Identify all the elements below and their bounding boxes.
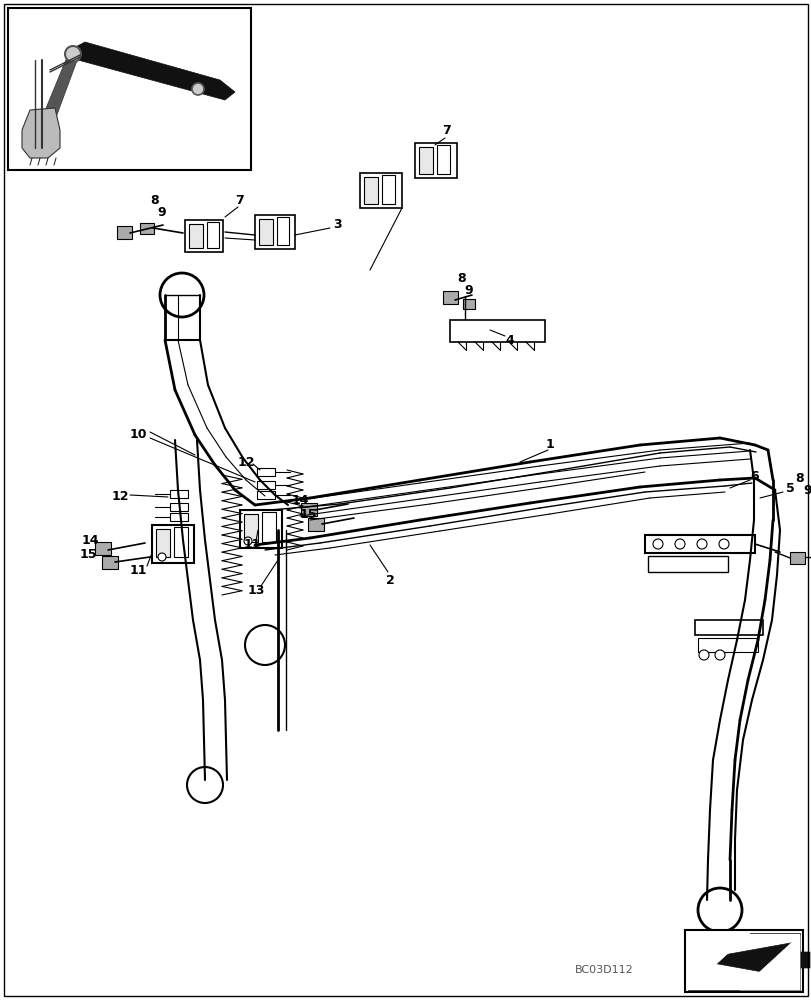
Bar (694, 620, 762, 635)
Bar (169, 513, 188, 521)
Polygon shape (739, 935, 799, 990)
Bar (185, 220, 223, 252)
Text: 9: 9 (464, 284, 473, 296)
Bar (189, 224, 203, 248)
Text: 12: 12 (111, 490, 129, 504)
Bar (462, 299, 474, 309)
Bar (243, 514, 258, 542)
Circle shape (697, 888, 741, 932)
Text: BC03D112: BC03D112 (574, 965, 633, 975)
Polygon shape (695, 942, 809, 978)
Text: 12: 12 (237, 456, 255, 468)
Bar (697, 638, 757, 652)
Bar (363, 177, 378, 204)
Bar (174, 527, 188, 557)
Bar (169, 490, 188, 498)
Text: 11: 11 (129, 564, 147, 576)
Bar (647, 556, 727, 572)
Bar (207, 222, 219, 248)
Bar (240, 510, 281, 548)
Bar (257, 491, 275, 499)
Text: 10: 10 (129, 428, 147, 442)
Bar (307, 518, 324, 531)
Bar (381, 175, 394, 204)
Bar (449, 320, 544, 342)
Text: 14: 14 (291, 493, 308, 506)
Bar (139, 223, 154, 234)
Bar (117, 226, 132, 239)
Text: 7: 7 (235, 194, 244, 207)
Bar (644, 535, 754, 553)
Text: 11: 11 (243, 538, 260, 552)
Bar (156, 529, 169, 557)
Polygon shape (687, 933, 749, 990)
Bar (102, 556, 118, 569)
Bar (255, 215, 294, 249)
Bar (262, 512, 276, 542)
Polygon shape (42, 50, 78, 120)
Polygon shape (22, 108, 60, 158)
Text: 2: 2 (385, 574, 394, 586)
Bar (257, 481, 275, 489)
Bar (259, 219, 272, 245)
Bar (152, 525, 194, 563)
Circle shape (698, 650, 708, 660)
Circle shape (191, 83, 204, 95)
Bar (443, 291, 457, 304)
Text: 8: 8 (151, 194, 159, 207)
Circle shape (696, 539, 706, 549)
Bar (418, 147, 432, 174)
Text: 15: 15 (299, 508, 316, 522)
Bar (8, 8, 251, 170)
Text: 13: 13 (247, 584, 264, 596)
Circle shape (243, 537, 251, 545)
Circle shape (718, 539, 728, 549)
Text: 3: 3 (333, 219, 342, 232)
Bar (684, 930, 802, 992)
Polygon shape (70, 42, 234, 100)
Circle shape (674, 539, 684, 549)
Bar (169, 503, 188, 511)
Text: 15: 15 (79, 548, 97, 562)
Circle shape (187, 767, 223, 803)
Text: 7: 7 (442, 124, 451, 137)
Text: 9: 9 (803, 484, 811, 496)
Circle shape (714, 650, 724, 660)
Text: 14: 14 (81, 534, 99, 546)
Text: 8: 8 (457, 271, 466, 284)
Text: 9: 9 (157, 207, 166, 220)
Bar (257, 468, 275, 476)
Text: 1: 1 (545, 438, 554, 452)
Circle shape (245, 625, 285, 665)
Text: 8: 8 (795, 472, 804, 485)
Bar (789, 552, 804, 564)
Circle shape (65, 46, 81, 62)
Bar (301, 503, 316, 516)
Text: 4: 4 (505, 334, 513, 347)
Circle shape (160, 273, 204, 317)
Text: 6: 6 (749, 471, 758, 484)
Bar (687, 933, 799, 990)
Bar (414, 143, 457, 178)
Text: 5: 5 (785, 482, 793, 494)
Bar (359, 173, 401, 208)
Bar (277, 217, 289, 245)
Bar (436, 145, 449, 174)
Circle shape (652, 539, 663, 549)
Bar (95, 542, 111, 555)
Circle shape (158, 553, 165, 561)
